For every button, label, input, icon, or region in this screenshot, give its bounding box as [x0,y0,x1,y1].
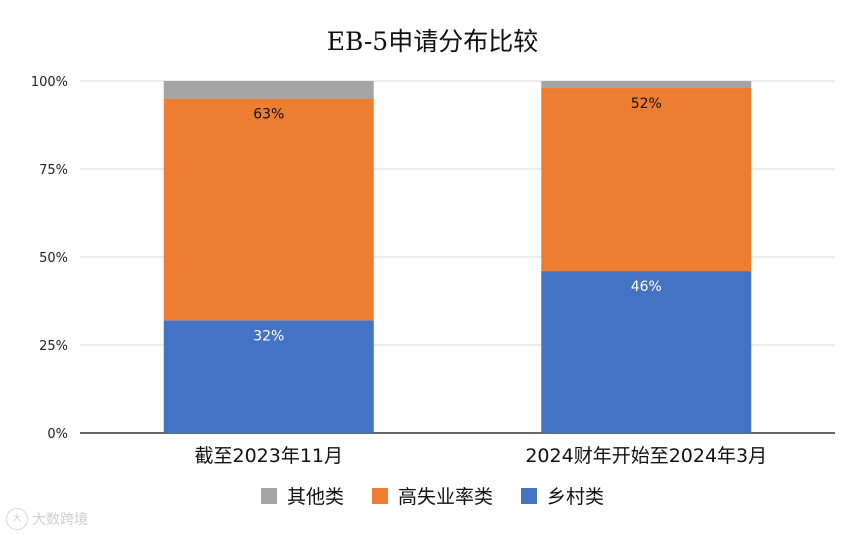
legend-label: 高失业率类 [397,486,493,508]
legend-label: 其他类 [286,486,344,508]
bar-segment [163,81,374,99]
bar-segment [163,320,374,433]
y-tick-label: 75% [39,163,68,178]
brand-logo-icon: 大 [6,508,28,530]
watermark-text: 大数跨境 [32,512,88,528]
data-labels: 32% 63% 46% 52% [253,96,662,344]
x-tick-label: 截至2023年11月 [194,445,343,467]
bar-segment [163,98,374,321]
x-tick-label: 2024财年开始至2024年3月 [525,445,767,467]
legend-item: 其他类 [260,482,344,509]
legend-swatch [260,487,277,504]
legend-swatch [521,487,537,504]
bar-segment [541,81,752,89]
legend-swatch [371,487,388,504]
data-label: 63% [253,107,284,123]
bars [163,81,752,433]
watermark: 大 大数跨境 [6,508,88,530]
data-label: 52% [631,96,662,112]
x-axis-ticks: 截至2023年11月 2024财年开始至2024年3月 [194,445,767,467]
bar-segment [541,271,752,433]
y-tick-label: 100% [31,75,68,90]
y-tick-label: 50% [39,251,68,266]
data-label: 32% [253,328,284,344]
bar-segment [541,88,752,272]
y-tick-label: 25% [39,339,68,354]
legend-item: 乡村类 [521,482,604,509]
chart-title: EB-5申请分布比较 [326,27,539,56]
y-axis-ticks: 0% 25% 50% 75% 100% [31,75,68,442]
legend: 其他类 高失业率类 乡村类 [0,482,865,509]
y-tick-label: 0% [47,427,68,442]
legend-item: 高失业率类 [371,482,493,509]
legend-label: 乡村类 [547,486,605,508]
data-label: 46% [631,279,662,295]
